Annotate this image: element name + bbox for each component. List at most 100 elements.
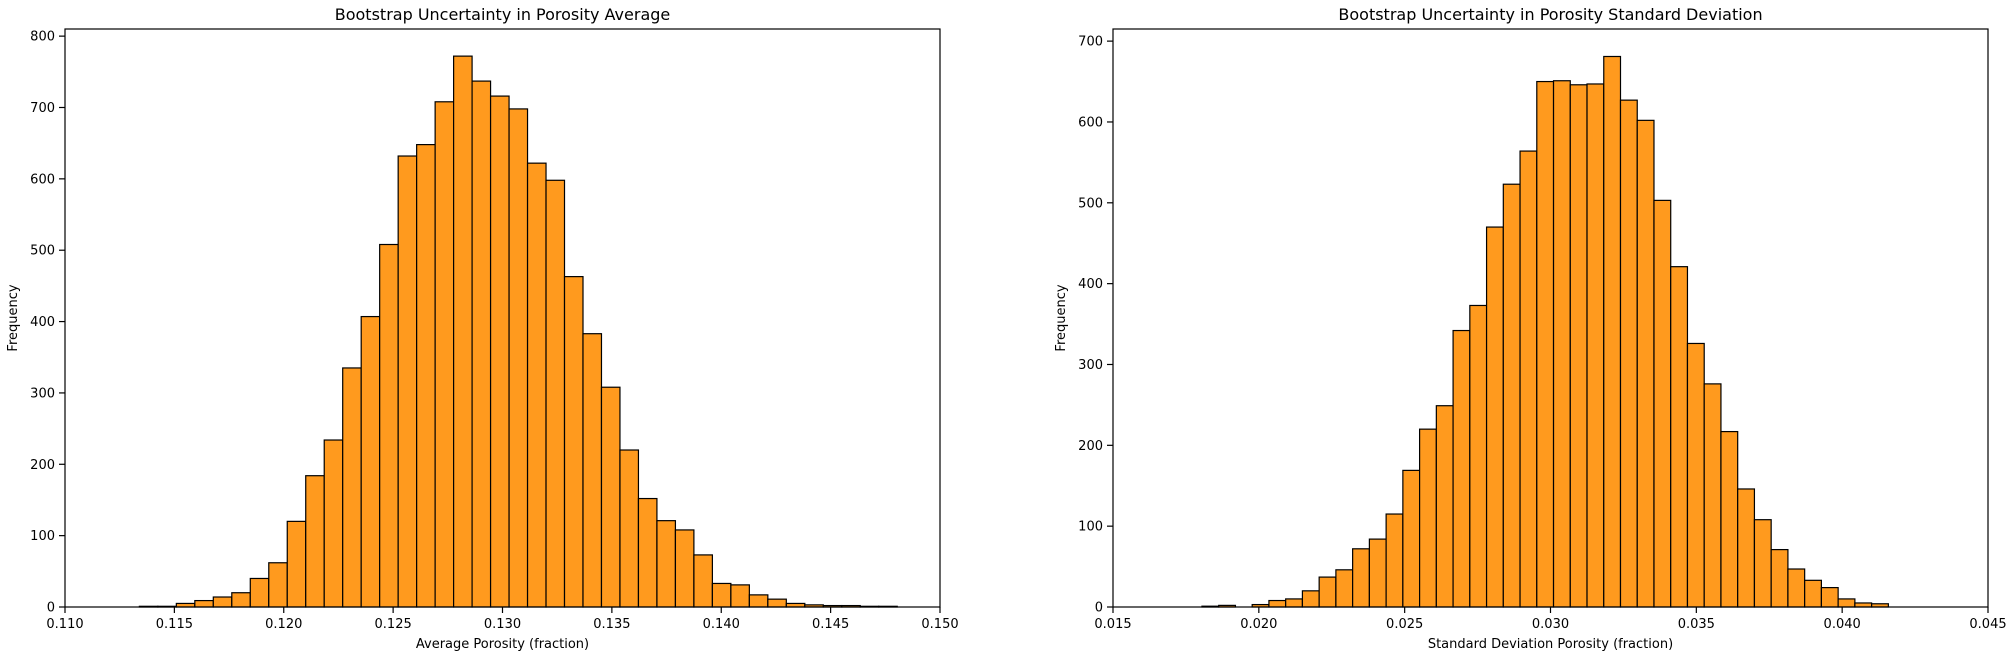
- y-tick-label: 500: [30, 244, 55, 259]
- x-tick-label: 0.025: [1386, 617, 1423, 632]
- histogram-bar: [1352, 548, 1370, 608]
- histogram-bar: [693, 554, 713, 608]
- histogram-bar: [360, 315, 381, 608]
- histogram-bar: [600, 386, 621, 608]
- histogram-bar: [1804, 579, 1823, 608]
- x-tick-label: 0.125: [375, 617, 412, 632]
- histogram-bar: [1770, 548, 1789, 608]
- histogram-bar: [1837, 598, 1856, 608]
- histogram-bar: [1318, 576, 1337, 608]
- histogram-bar: [416, 144, 436, 608]
- y-tick-label: 700: [30, 101, 55, 116]
- histogram-bar: [286, 520, 307, 608]
- left-chart-panel: Bootstrap Uncertainty in Porosity Averag…: [6, 5, 959, 652]
- y-tick-label: 600: [1078, 115, 1103, 130]
- histogram-bar: [1502, 183, 1521, 608]
- x-tick-label: 0.150: [921, 617, 958, 632]
- histogram-bar: [730, 584, 750, 608]
- histogram-bar: [1301, 590, 1320, 608]
- x-tick-label: 0.015: [1094, 617, 1131, 632]
- histogram-bar: [767, 598, 787, 608]
- x-tick-label: 0.130: [484, 617, 521, 632]
- x-tick-label: 0.045: [1969, 617, 2006, 632]
- y-tick-label: 300: [1078, 358, 1103, 373]
- x-tick-label: 0.145: [812, 617, 849, 632]
- histogram-bar: [619, 449, 640, 608]
- histogram-bar: [1335, 569, 1354, 608]
- histogram-bar: [471, 80, 492, 608]
- y-tick-label: 0: [47, 601, 55, 616]
- x-tick-label: 0.140: [703, 617, 740, 632]
- histogram-bar: [1603, 55, 1622, 608]
- histogram-bar: [1820, 586, 1839, 608]
- y-tick-label: 500: [1078, 196, 1103, 211]
- histogram-bar: [1536, 80, 1555, 608]
- histogram-bar: [1569, 84, 1588, 608]
- y-axis-label: Frequency: [6, 284, 21, 351]
- y-tick-label: 600: [30, 172, 55, 187]
- x-tick-label: 0.135: [593, 617, 630, 632]
- histogram-bar: [1402, 469, 1421, 608]
- histogram-bar: [563, 276, 584, 608]
- histogram-bar: [1469, 304, 1488, 608]
- histogram-bar: [526, 162, 547, 608]
- histogram-bar: [545, 179, 566, 608]
- histogram-bar: [1854, 602, 1873, 608]
- histogram-bar: [1418, 428, 1437, 608]
- histogram-bar: [268, 562, 288, 608]
- histogram-bar: [397, 155, 418, 608]
- histogram-bar: [1519, 150, 1538, 608]
- histogram-bar: [1686, 342, 1705, 608]
- histogram-bar: [1703, 383, 1722, 608]
- x-tick-label: 0.110: [46, 617, 83, 632]
- histogram-bar: [1619, 99, 1638, 608]
- histogram-bar: [249, 577, 270, 608]
- histogram-bar: [1720, 430, 1739, 608]
- histogram-bar: [305, 475, 325, 608]
- histogram-bar: [1787, 568, 1806, 608]
- histogram-bar: [1435, 405, 1454, 608]
- histogram-bar: [194, 599, 214, 608]
- histogram-bar: [656, 520, 677, 608]
- histogram-bar: [582, 333, 603, 608]
- histogram-bar: [1452, 329, 1471, 608]
- histogram-bar: [711, 582, 732, 608]
- histogram-bar: [453, 55, 473, 608]
- y-tick-label: 200: [30, 458, 55, 473]
- x-tick-label: 0.030: [1532, 617, 1569, 632]
- y-axis-label: Frequency: [1054, 284, 1069, 351]
- chart-title: Bootstrap Uncertainty in Porosity Averag…: [335, 5, 671, 24]
- histogram-bar: [637, 497, 658, 608]
- x-tick-label: 0.115: [156, 617, 193, 632]
- histogram-bar: [1368, 538, 1387, 608]
- histogram-bar: [1285, 598, 1304, 608]
- histogram-bar: [674, 529, 695, 608]
- histogram-bar: [1737, 488, 1756, 608]
- y-tick-label: 0: [1095, 601, 1103, 616]
- histogram-bar: [323, 439, 344, 608]
- histogram-bar: [1670, 266, 1689, 608]
- histogram-bar: [1653, 199, 1672, 608]
- histogram-bar: [379, 243, 399, 608]
- histogram-bar: [1552, 80, 1571, 608]
- histogram-bar: [1753, 519, 1772, 608]
- histogram-bar: [1636, 119, 1655, 608]
- histogram-bar: [508, 108, 529, 608]
- y-tick-label: 800: [30, 30, 55, 45]
- histogram-bar: [489, 95, 510, 608]
- x-tick-label: 0.020: [1240, 617, 1277, 632]
- x-axis-label: Average Porosity (fraction): [416, 637, 589, 652]
- histogram-bar: [1485, 226, 1504, 608]
- y-tick-label: 700: [1078, 35, 1103, 50]
- histogram-bar: [434, 101, 455, 608]
- y-tick-label: 300: [30, 386, 55, 401]
- y-tick-label: 100: [1078, 520, 1103, 535]
- histogram-bar: [1586, 83, 1605, 608]
- y-tick-label: 400: [1078, 277, 1103, 292]
- x-tick-label: 0.040: [1824, 617, 1861, 632]
- histogram-bar: [342, 367, 362, 608]
- y-tick-label: 200: [1078, 439, 1103, 454]
- x-axis-label: Standard Deviation Porosity (fraction): [1428, 637, 1673, 652]
- histogram-bar: [1385, 513, 1404, 608]
